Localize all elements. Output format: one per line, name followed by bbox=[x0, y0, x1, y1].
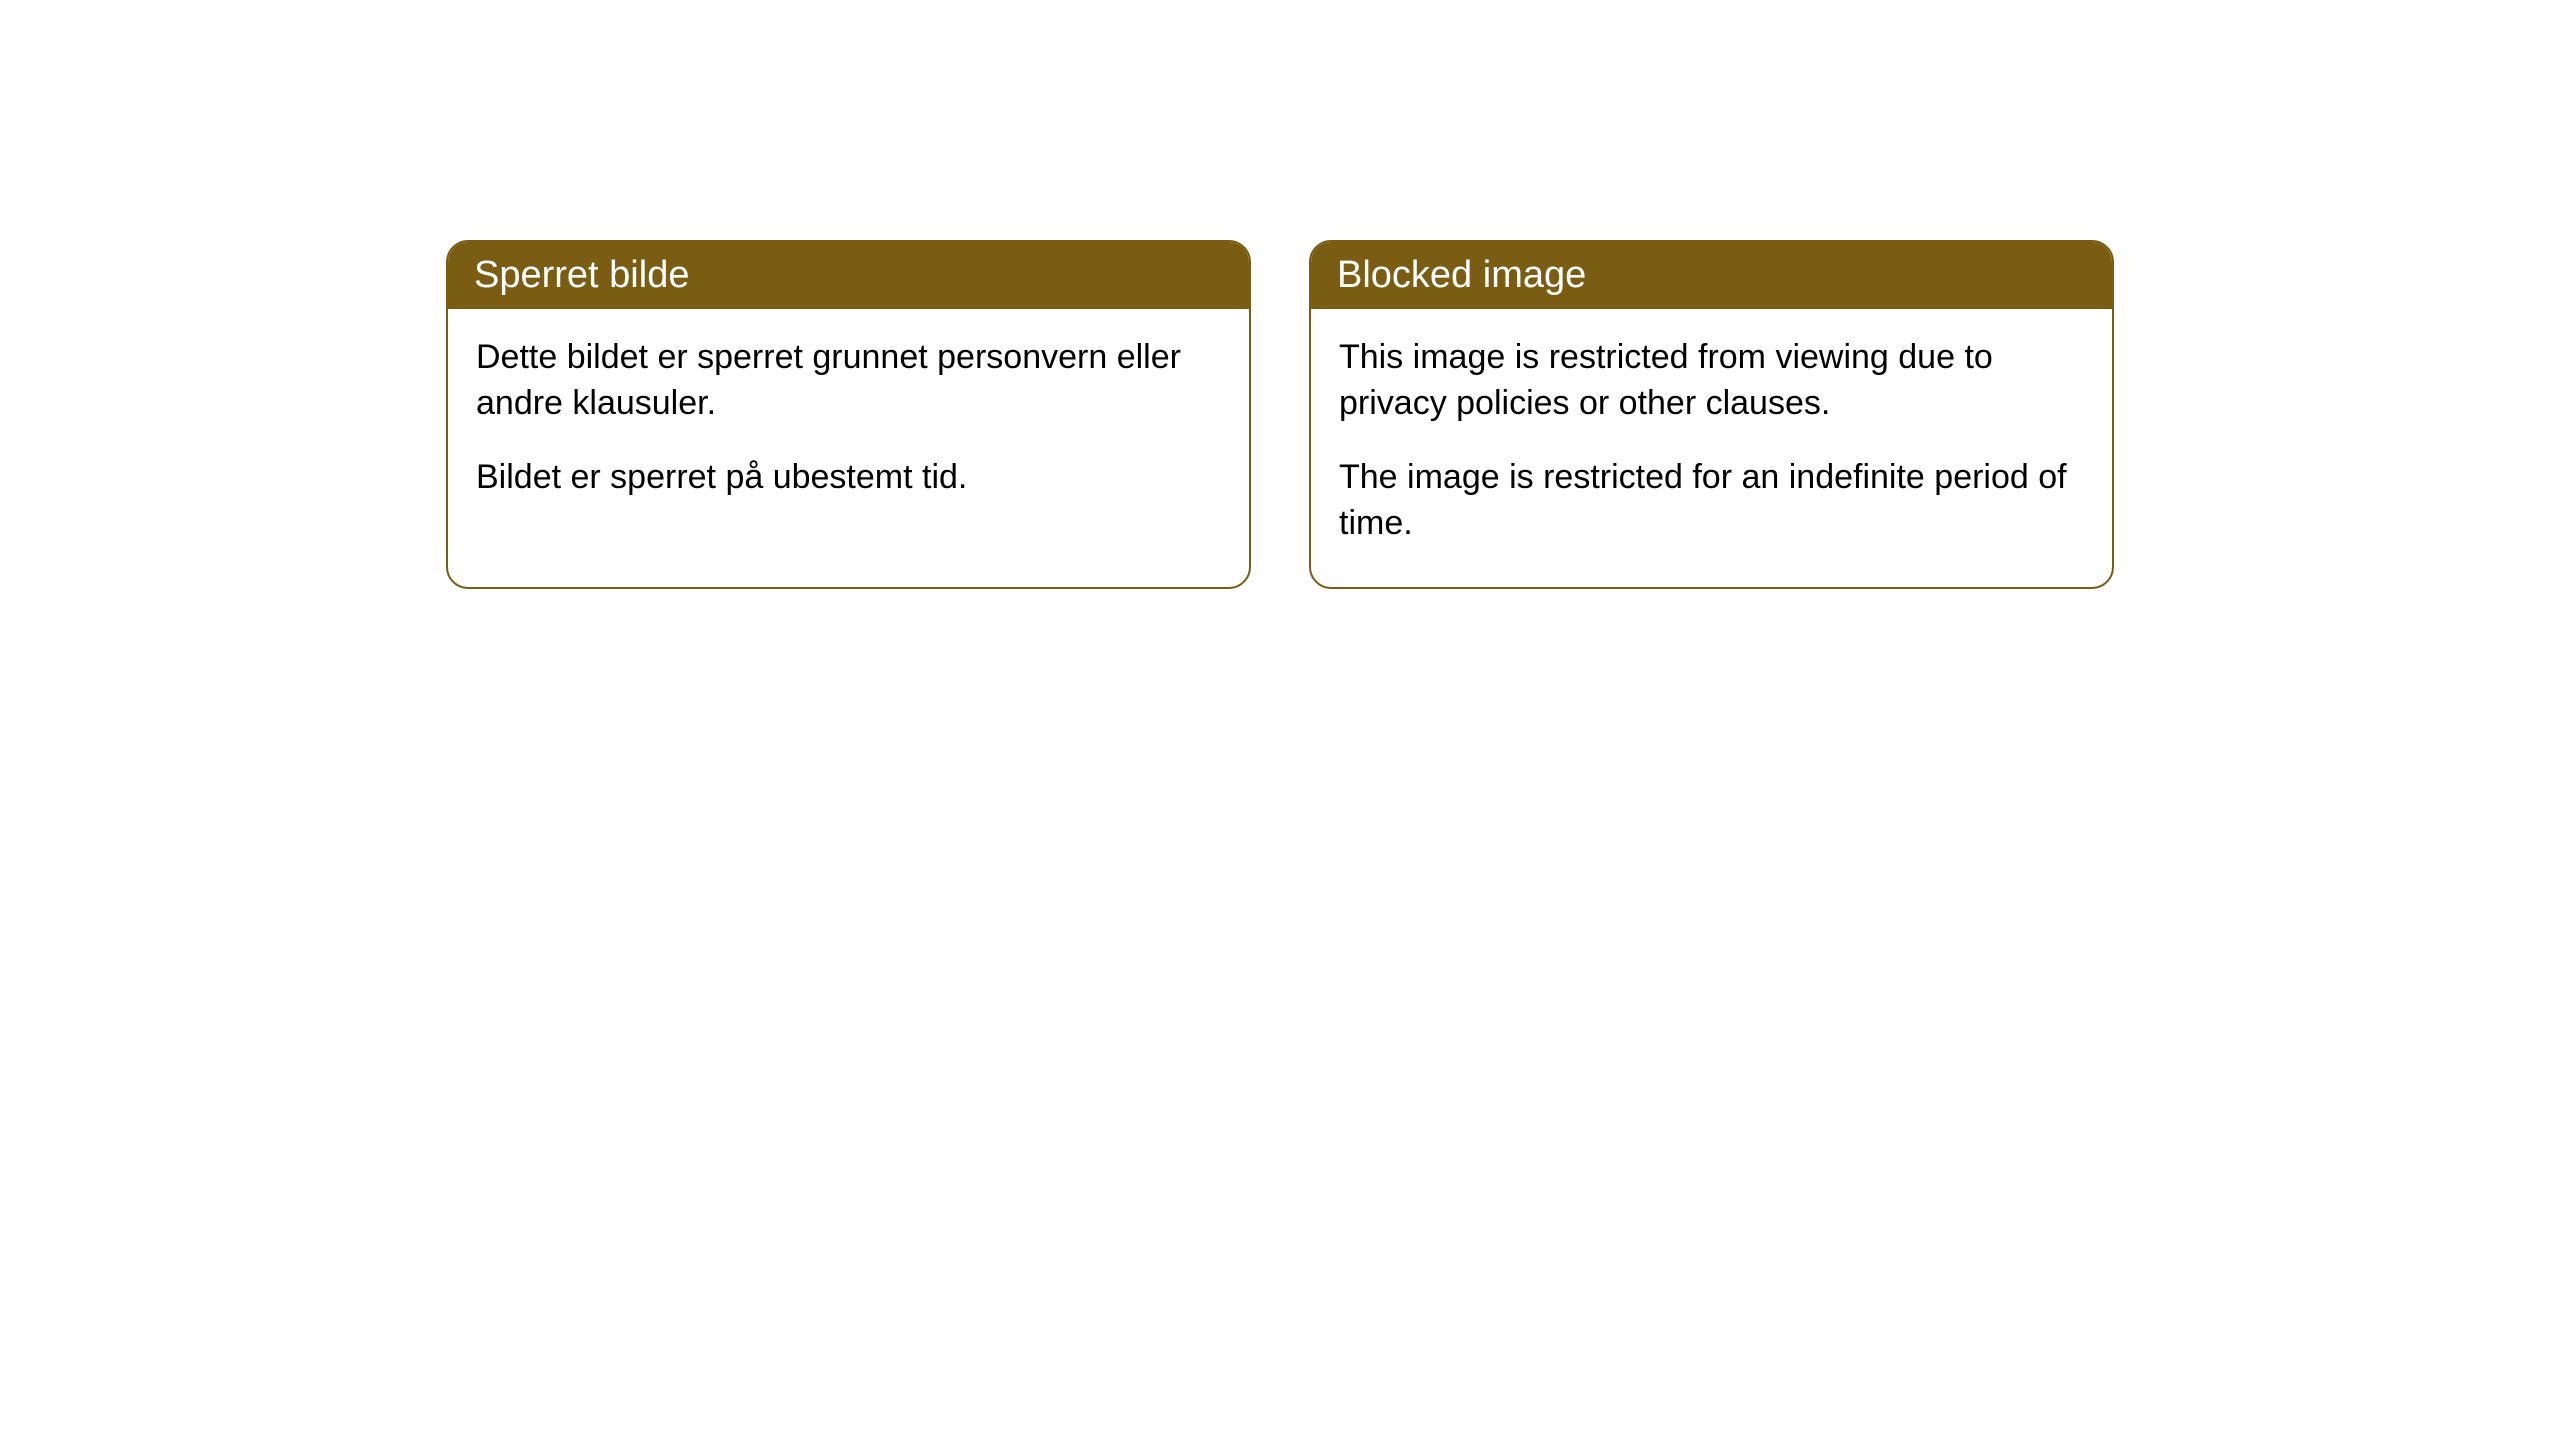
card-body-english: This image is restricted from viewing du… bbox=[1311, 309, 2112, 587]
card-paragraph-norwegian-1: Dette bildet er sperret grunnet personve… bbox=[476, 335, 1221, 427]
notice-cards-container: Sperret bilde Dette bildet er sperret gr… bbox=[0, 240, 2560, 589]
card-paragraph-english-2: The image is restricted for an indefinit… bbox=[1339, 455, 2084, 547]
card-header-english: Blocked image bbox=[1311, 242, 2112, 309]
card-paragraph-english-1: This image is restricted from viewing du… bbox=[1339, 335, 2084, 427]
card-title-norwegian: Sperret bilde bbox=[474, 254, 689, 296]
card-title-english: Blocked image bbox=[1337, 254, 1586, 296]
card-paragraph-norwegian-2: Bildet er sperret på ubestemt tid. bbox=[476, 455, 1221, 501]
notice-card-english: Blocked image This image is restricted f… bbox=[1309, 240, 2114, 589]
card-body-norwegian: Dette bildet er sperret grunnet personve… bbox=[448, 309, 1249, 541]
card-header-norwegian: Sperret bilde bbox=[448, 242, 1249, 309]
notice-card-norwegian: Sperret bilde Dette bildet er sperret gr… bbox=[446, 240, 1251, 589]
